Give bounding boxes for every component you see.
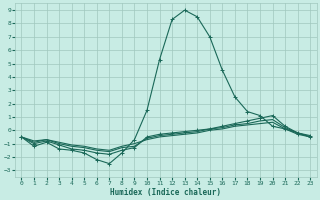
X-axis label: Humidex (Indice chaleur): Humidex (Indice chaleur) <box>110 188 221 197</box>
